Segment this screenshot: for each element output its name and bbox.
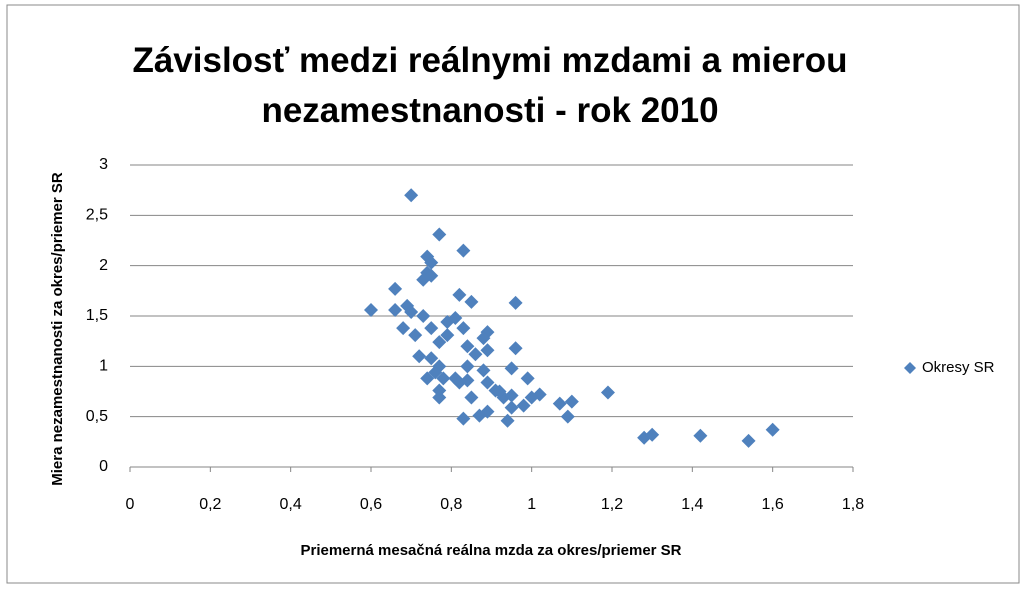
- scatter-point: [456, 243, 471, 258]
- scatter-point: [404, 304, 419, 319]
- scatter-point: [436, 371, 451, 386]
- scatter-point: [388, 302, 403, 317]
- x-tick-label: 1,6: [762, 496, 784, 513]
- x-tick-label: 0: [126, 496, 135, 513]
- scatter-point: [432, 383, 447, 398]
- x-tick-label: 0,8: [440, 496, 462, 513]
- legend-marker: [904, 362, 916, 374]
- scatter-point: [476, 363, 491, 378]
- x-tick-label: 0,4: [280, 496, 302, 513]
- scatter-point: [416, 309, 431, 323]
- y-tick-label: 2,5: [86, 207, 108, 224]
- y-tick-label: 1,5: [86, 307, 108, 324]
- scatter-point: [424, 351, 439, 366]
- scatter-point: [500, 413, 515, 428]
- scatter-point: [424, 255, 439, 270]
- scatter-point: [504, 361, 519, 376]
- scatter-point: [452, 287, 467, 302]
- chart-title: Závislosť medzi reálnymi mzdami a mierou…: [132, 41, 848, 130]
- scatter-point: [460, 373, 475, 388]
- scatter-point: [552, 396, 567, 411]
- y-tick-label: 2: [99, 257, 108, 274]
- scatter-point: [420, 371, 435, 386]
- scatter-point: [416, 272, 431, 287]
- scatter-point: [765, 422, 780, 437]
- scatter-point: [741, 433, 756, 448]
- x-tick-label: 0,6: [360, 496, 382, 513]
- scatter-point: [516, 398, 531, 413]
- x-tick-label: 0,2: [199, 496, 221, 513]
- x-tick-label: 1: [527, 496, 536, 513]
- scatter-point: [600, 385, 615, 400]
- scatter-point: [504, 400, 519, 415]
- x-tick-label: 1,2: [601, 496, 623, 513]
- scatter-point: [408, 328, 423, 343]
- scatter-point: [693, 428, 708, 443]
- scatter-point: [645, 427, 660, 442]
- scatter-point: [560, 409, 575, 424]
- scatter-point: [364, 302, 378, 317]
- y-axis-label: Miera nezamestnanosti za okres/priemer S…: [49, 172, 66, 486]
- y-tick-label: 3: [99, 156, 108, 173]
- scatter-point: [508, 295, 523, 310]
- scatter-point: [460, 339, 475, 354]
- scatter-point: [492, 384, 507, 399]
- scatter-point: [520, 371, 535, 386]
- scatter-point: [508, 341, 523, 356]
- scatter-point: [412, 349, 427, 364]
- scatter-point: [432, 227, 447, 242]
- y-tick-label: 0,5: [86, 408, 108, 425]
- scatter-point: [564, 394, 579, 409]
- scatter-point: [460, 359, 475, 374]
- scatter-point: [432, 335, 447, 350]
- scatter-point: [476, 331, 491, 346]
- y-tick-label: 1: [99, 358, 108, 375]
- scatter-point: [404, 188, 419, 203]
- scatter-point: [468, 347, 483, 362]
- scatter-point: [456, 321, 471, 336]
- scatter-point: [464, 294, 479, 309]
- legend-label: Okresy SR: [922, 359, 995, 376]
- scatter-point: [472, 408, 487, 423]
- x-axis-label: Priemerná mesačná reálna mzda za okres/p…: [300, 542, 681, 559]
- x-tick-label: 1,8: [842, 496, 864, 513]
- scatter-point: [504, 388, 519, 403]
- x-tick-label: 1,4: [681, 496, 703, 513]
- scatter-point: [428, 365, 443, 380]
- scatter-point: [440, 315, 455, 330]
- scatter-point: [464, 390, 479, 405]
- scatter-point: [396, 321, 411, 336]
- scatter-point: [456, 411, 471, 426]
- scatter-point: [480, 375, 495, 390]
- chart-border: [6, 4, 1020, 584]
- y-tick-label: 0: [99, 458, 108, 475]
- scatter-point: [480, 343, 495, 358]
- scatter-point: [440, 328, 455, 343]
- scatter-point: [432, 390, 447, 405]
- scatter-point: [388, 281, 403, 296]
- scatter-point: [524, 390, 539, 405]
- scatter-point: [424, 321, 439, 336]
